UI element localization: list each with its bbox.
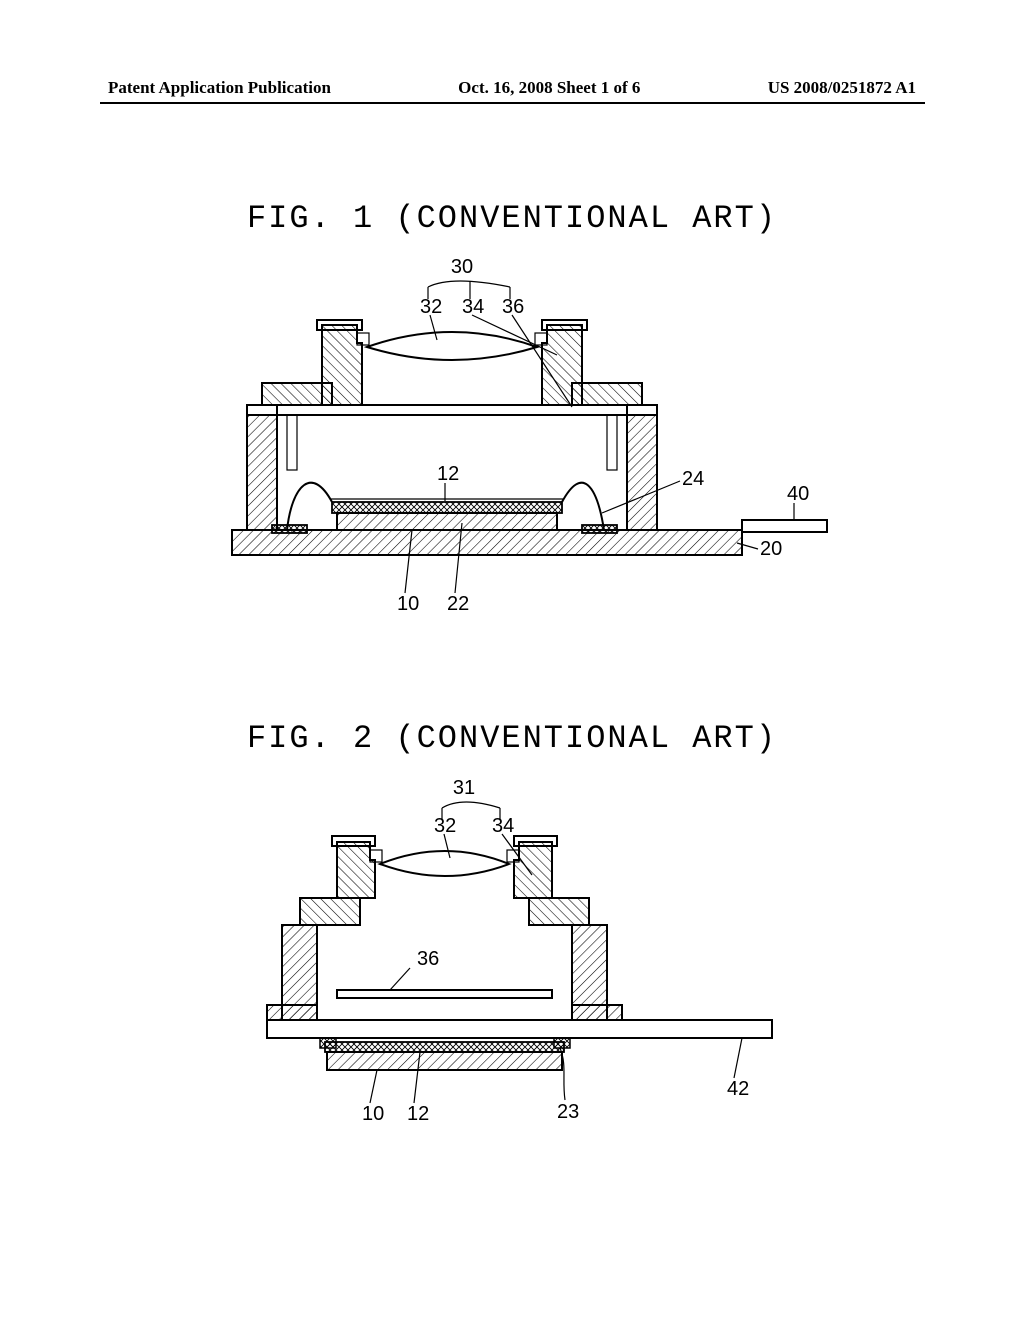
fig1-label-36: 36 bbox=[502, 296, 524, 318]
fig2-label-36: 36 bbox=[417, 948, 439, 970]
fig1-title: FIG. 1 (CONVENTIONAL ART) bbox=[0, 200, 1024, 237]
fig2-board-42 bbox=[267, 1020, 772, 1038]
fig1-baseplate-20 bbox=[232, 530, 742, 555]
fig1-lens-32 bbox=[367, 332, 537, 360]
fig2-barrel-left bbox=[337, 842, 375, 898]
fig2-pad-left bbox=[320, 1038, 336, 1048]
fig1-bondwire-left bbox=[287, 483, 332, 530]
header-divider bbox=[100, 102, 925, 104]
fig2-label-31: 31 bbox=[453, 780, 475, 799]
fig1-pad-right bbox=[582, 525, 617, 533]
fig1-die-22 bbox=[337, 513, 557, 530]
fig1-label-32: 32 bbox=[420, 296, 442, 318]
header-right: US 2008/0251872 A1 bbox=[768, 78, 916, 98]
fig1-label-10: 10 bbox=[397, 593, 419, 615]
fig1-label-34: 34 bbox=[462, 296, 484, 318]
fig1-housing-wall-right bbox=[627, 415, 657, 530]
fig1-label-30: 30 bbox=[451, 256, 473, 278]
fig2-barrel-right bbox=[514, 842, 552, 898]
fig2-sensor-12 bbox=[325, 1042, 564, 1052]
fig1-drawing: 30 32 34 36 12 24 40 20 10 22 bbox=[162, 255, 862, 635]
fig2-label-12: 12 bbox=[407, 1103, 429, 1125]
fig1-label-20: 20 bbox=[760, 538, 782, 560]
header-center: Oct. 16, 2008 Sheet 1 of 6 bbox=[458, 78, 640, 98]
fig1-label-12: 12 bbox=[437, 463, 459, 485]
fig2-label-10: 10 bbox=[362, 1103, 384, 1125]
fig1-label-40: 40 bbox=[787, 483, 809, 505]
fig2-label-23: 23 bbox=[557, 1101, 579, 1123]
fig1-housing-wall-left bbox=[247, 415, 277, 530]
fig2-label-42: 42 bbox=[727, 1078, 749, 1100]
fig2-label-34: 34 bbox=[492, 815, 514, 837]
fig1-label-24: 24 bbox=[682, 468, 704, 490]
header-left: Patent Application Publication bbox=[108, 78, 331, 98]
fig1-sensor-layer-12 bbox=[332, 502, 562, 513]
fig1-fpc-40 bbox=[742, 520, 827, 532]
fig2-die-10 bbox=[327, 1052, 562, 1070]
fig2-label-32: 32 bbox=[434, 815, 456, 837]
fig2-window-36 bbox=[337, 990, 552, 998]
fig2-title: FIG. 2 (CONVENTIONAL ART) bbox=[0, 720, 1024, 757]
fig1-label-22: 22 bbox=[447, 593, 469, 615]
fig2-drawing: 31 32 34 36 42 10 12 23 bbox=[162, 780, 862, 1160]
fig1-ir-filter-36 bbox=[277, 405, 627, 415]
fig2-pad-right bbox=[554, 1038, 570, 1048]
fig2-lens-32 bbox=[380, 851, 509, 876]
fig1-bondwire-right bbox=[562, 483, 604, 530]
patent-page-header: Patent Application Publication Oct. 16, … bbox=[0, 78, 1024, 98]
